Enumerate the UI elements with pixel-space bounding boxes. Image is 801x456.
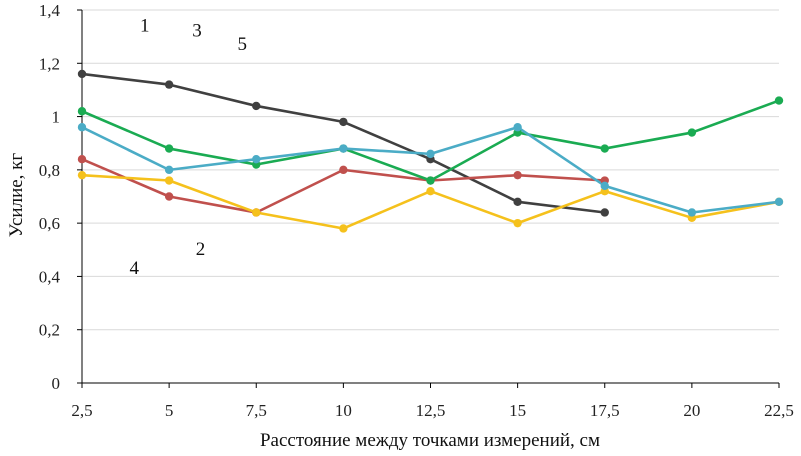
y-tick-label: 0,6 <box>39 214 60 233</box>
y-tick-label: 0,8 <box>39 161 60 180</box>
data-point-series-4 <box>426 186 435 196</box>
data-point-series-2 <box>164 192 174 201</box>
y-tick-label: 1 <box>52 108 61 127</box>
data-point-series-1 <box>339 117 348 127</box>
x-tick-label: 15 <box>509 401 526 420</box>
data-point-series-5 <box>77 123 87 132</box>
data-point-series-5 <box>600 181 609 191</box>
data-point-series-5 <box>252 155 261 164</box>
data-point-series-1 <box>513 197 522 207</box>
data-point-series-3 <box>600 144 609 153</box>
data-point-series-3 <box>164 144 174 153</box>
data-point-series-1 <box>600 208 609 217</box>
x-tick-label: 17,5 <box>590 401 620 420</box>
series-labels: 1 3 5 4 2 <box>130 15 248 278</box>
x-tick-label: 20 <box>683 401 700 420</box>
axes: 00,20,40,60,811,21,42,5 5 7,5 10 12,5 15 17,5 2… <box>39 1 794 420</box>
data-point-series-2 <box>513 170 522 180</box>
x-tick-label: 7,5 <box>246 401 267 420</box>
y-tick-label: 1,4 <box>39 1 61 20</box>
x-tick-label: 12,5 <box>416 401 446 420</box>
data-point-series-5 <box>774 197 784 207</box>
x-axis-title: Расстояние между точками измерений, см <box>260 430 600 451</box>
data-point-series-2 <box>77 155 87 164</box>
grid-lines <box>82 9 779 331</box>
data-point-series-4 <box>339 224 348 233</box>
data-point-series-3 <box>774 96 784 105</box>
data-point-series-5 <box>339 144 348 153</box>
series-label-1: 1 <box>140 15 150 36</box>
data-point-series-3 <box>77 107 87 116</box>
data-point-series-5 <box>426 149 435 159</box>
series-label-3: 3 <box>192 21 202 42</box>
series-label-2: 2 <box>196 239 206 260</box>
data-point-series-3 <box>426 176 435 185</box>
data-point-series-4 <box>77 170 87 180</box>
data-point-series-5 <box>164 165 174 175</box>
data-point-series-2 <box>339 165 348 175</box>
data-point-series-1 <box>77 69 87 79</box>
data-point-series-4 <box>252 208 261 217</box>
data-point-series-1 <box>164 80 174 89</box>
x-tick-label: 22,5 <box>764 401 794 420</box>
data-point-series-4 <box>164 176 174 185</box>
y-tick-label: 1,2 <box>39 54 60 73</box>
data-point-series-5 <box>687 208 697 217</box>
x-tick-label: 2,5 <box>71 401 92 420</box>
y-tick-label: 0 <box>52 374 61 393</box>
x-tick-label: 5 <box>165 401 174 420</box>
data-point-series-5 <box>513 123 522 132</box>
series-label-4: 4 <box>130 258 140 279</box>
data-points <box>77 69 784 233</box>
series-label-5: 5 <box>238 34 248 55</box>
data-point-series-3 <box>687 128 697 137</box>
y-tick-label: 0,4 <box>39 267 61 286</box>
y-tick-label: 0,2 <box>39 321 60 340</box>
data-point-series-1 <box>252 101 261 111</box>
data-point-series-4 <box>513 218 522 228</box>
x-tick-label: 10 <box>335 401 352 420</box>
y-axis-title: Усилие, кг <box>6 153 27 238</box>
